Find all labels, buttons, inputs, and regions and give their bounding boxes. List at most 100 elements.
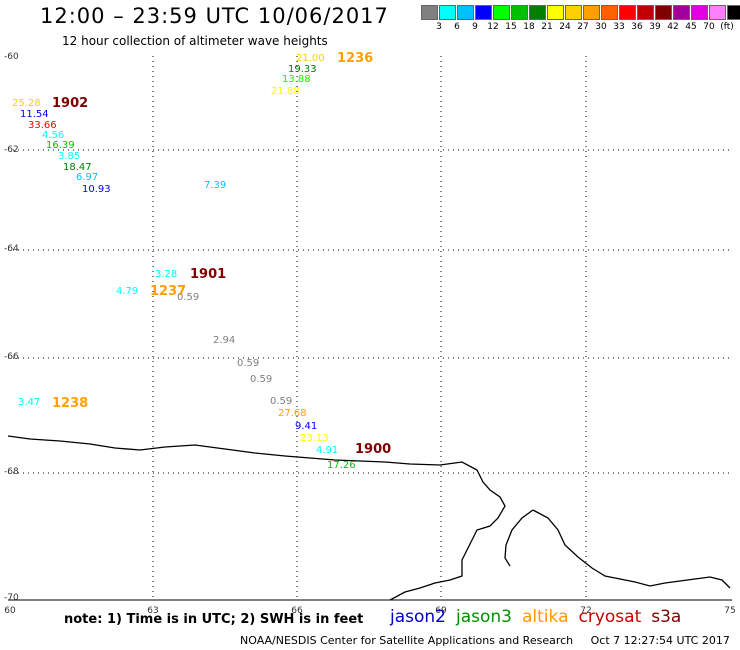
legend-swatch <box>601 5 618 20</box>
lat-gridlines <box>8 149 732 474</box>
wave-height-value: 18.47 <box>63 162 92 173</box>
legend-swatch <box>547 5 564 20</box>
legend-swatch <box>421 5 438 20</box>
legend-swatch <box>493 5 510 20</box>
legend-swatch <box>619 5 636 20</box>
legend-label: 18 <box>523 22 535 32</box>
legend-label: 15 <box>505 22 517 32</box>
mission-cryosat: cryosat <box>578 607 642 627</box>
wave-height-value: 3.85 <box>58 151 81 162</box>
wave-height-value: 4.56 <box>42 130 65 141</box>
mission-altika: altika <box>522 607 569 627</box>
lon-tick: 63 <box>147 606 159 616</box>
map-subtitle: 12 hour collection of altimeter wave hei… <box>62 34 328 48</box>
legend-label: 9 <box>472 22 478 32</box>
wave-height-value: 10.93 <box>82 184 111 195</box>
credit-line: NOAA/NESDIS Center for Satellite Applica… <box>240 634 730 647</box>
credit-text: NOAA/NESDIS Center for Satellite Applica… <box>240 634 574 647</box>
lat-tick: -60 <box>4 52 19 62</box>
coastline-bay-west <box>504 509 534 567</box>
lon-tick: 72 <box>580 606 592 616</box>
generated-timestamp: Oct 7 12:27:54 UTC 2017 <box>590 634 730 647</box>
legend-swatch <box>583 5 600 20</box>
wave-height-value: 9.41 <box>295 421 318 432</box>
wave-height-value: 7.39 <box>204 180 227 191</box>
map-title: 12:00 – 23:59 UTC 10/06/2017 <box>40 4 389 28</box>
legend-swatch <box>511 5 528 20</box>
wave-height-value: 16.39 <box>46 140 75 151</box>
wave-height-value: 19.33 <box>288 64 317 75</box>
legend-swatch <box>565 5 582 20</box>
legend-label: 21 <box>541 22 553 32</box>
legend-label: 45 <box>685 22 697 32</box>
wave-height-value: 4.79 <box>116 286 139 297</box>
lat-tick: -66 <box>4 352 19 362</box>
pass-time: 1900 <box>355 442 392 457</box>
wave-height-value: 0.59 <box>270 396 293 407</box>
pass-time: 1902 <box>52 96 89 111</box>
lat-tick: -64 <box>4 244 19 254</box>
footer-note: note: 1) Time is in UTC; 2) SWH is in fe… <box>64 612 364 627</box>
legend-swatch <box>475 5 492 20</box>
lat-tick: -68 <box>4 467 19 477</box>
lon-tick: 66 <box>291 606 303 616</box>
mission-legend: jason2 jason3 altika cryosat s3a <box>390 607 691 627</box>
pass-time: 1901 <box>190 267 227 282</box>
legend-unit: (ft) <box>720 22 734 32</box>
lon-gridlines <box>152 56 587 600</box>
wave-height-value: 3.28 <box>155 269 178 280</box>
wave-height-value: 11.54 <box>20 109 49 120</box>
pass-time: 1237 <box>150 284 187 299</box>
wave-height-value: 0.59 <box>250 374 273 385</box>
wave-height-value: 17.26 <box>327 460 356 471</box>
lon-tick: 75 <box>724 606 736 616</box>
legend-swatch <box>529 5 546 20</box>
legend-swatch <box>673 5 690 20</box>
wave-height-value: 13.88 <box>282 74 311 85</box>
lon-tick: 69 <box>435 606 447 616</box>
legend-label: 39 <box>649 22 661 32</box>
wave-height-value: 27.68 <box>278 408 307 419</box>
wave-height-value: 2.94 <box>213 335 236 346</box>
legend-label: 30 <box>595 22 607 32</box>
lon-tick: 60 <box>4 606 16 616</box>
mission-jason2: jason2 <box>390 607 446 627</box>
legend-swatch <box>727 5 740 20</box>
legend-swatches <box>421 5 740 20</box>
pass-time: 1238 <box>52 396 89 411</box>
legend-label: 36 <box>631 22 643 32</box>
pass-time: 1236 <box>337 51 374 66</box>
wave-height-value: 3.47 <box>18 397 41 408</box>
wave-height-value: 21.88 <box>271 86 300 97</box>
wave-height-value: 23.13 <box>300 433 329 444</box>
wave-height-value: 0.59 <box>177 292 200 303</box>
legend-swatch <box>439 5 456 20</box>
lat-tick: -62 <box>4 145 19 155</box>
legend-label: 12 <box>487 22 499 32</box>
legend-swatch <box>691 5 708 20</box>
mission-jason3: jason3 <box>456 607 512 627</box>
legend-swatch <box>457 5 474 20</box>
legend-swatch <box>655 5 672 20</box>
legend-label: 33 <box>613 22 625 32</box>
lat-tick: -70 <box>4 593 19 603</box>
wave-height-value: 33.66 <box>28 120 57 131</box>
legend-swatch <box>637 5 654 20</box>
legend-label: 70 <box>703 22 715 32</box>
wave-height-value: 4.91 <box>316 445 339 456</box>
coastline-bay-east <box>532 509 731 589</box>
legend-label: 24 <box>559 22 571 32</box>
legend-swatch <box>709 5 726 20</box>
legend-label: 3 <box>436 22 442 32</box>
color-legend: 3 6 9 12 15 18 21 24 27 30 33 36 39 42 45 70 (ft) <box>421 5 740 32</box>
legend-label: 27 <box>577 22 589 32</box>
coastline-antarctica <box>7 435 506 601</box>
mission-s3a: s3a <box>651 607 682 627</box>
wave-height-value: 21.00 <box>296 53 325 64</box>
wave-height-value: 0.59 <box>237 358 260 369</box>
wave-height-value: 6.97 <box>76 172 99 183</box>
legend-labels: 3 6 9 12 15 18 21 24 27 30 33 36 39 42 45 70 (ft) <box>421 20 740 32</box>
wave-height-value: 25.28 <box>12 98 41 109</box>
legend-label: 6 <box>454 22 460 32</box>
